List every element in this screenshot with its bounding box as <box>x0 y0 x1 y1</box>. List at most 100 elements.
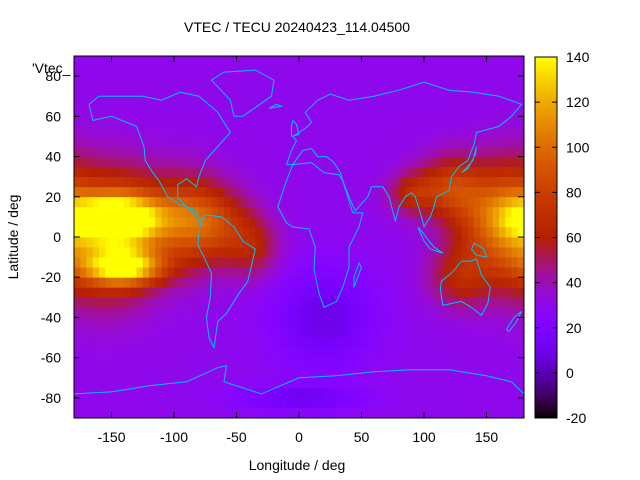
heatmap-cell <box>124 327 131 338</box>
heatmap-cell <box>342 126 350 137</box>
heatmap-cell <box>367 66 375 77</box>
heatmap-cell <box>74 206 81 218</box>
heatmap-cell <box>142 166 150 178</box>
heatmap-cell <box>305 136 312 147</box>
heatmap-cell <box>467 337 475 349</box>
heatmap-cell <box>330 96 337 107</box>
heatmap-cell <box>367 367 375 379</box>
heatmap-cell <box>324 156 331 168</box>
heatmap-cell <box>136 126 144 137</box>
heatmap-cell <box>367 196 375 208</box>
heatmap-cell <box>461 206 469 218</box>
heatmap-cell <box>367 307 375 318</box>
heatmap-cell <box>405 287 412 298</box>
heatmap-cell <box>336 297 344 308</box>
heatmap-cell <box>474 76 481 87</box>
heatmap-cell <box>374 337 381 349</box>
heatmap-cell <box>349 186 356 198</box>
heatmap-cell <box>149 287 156 298</box>
heatmap-cell <box>99 196 106 208</box>
heatmap-cell <box>130 96 137 107</box>
heatmap-cell <box>217 397 225 409</box>
x-axis-label: Longitude / deg <box>249 457 346 473</box>
heatmap-cell <box>99 307 106 318</box>
heatmap-cell <box>211 56 219 67</box>
heatmap-cell <box>167 357 175 369</box>
heatmap-cell <box>124 166 131 178</box>
heatmap-cell <box>411 216 419 228</box>
heatmap-cell <box>74 317 81 328</box>
heatmap-cell <box>86 277 94 288</box>
heatmap-cell <box>517 136 525 147</box>
heatmap-cell <box>461 357 469 369</box>
heatmap-cell <box>111 86 119 97</box>
heatmap-cell <box>411 317 419 328</box>
heatmap-cell <box>492 186 500 198</box>
heatmap-cell <box>124 257 131 268</box>
heatmap-cell <box>205 307 212 318</box>
heatmap-cell <box>436 96 444 107</box>
heatmap-cell <box>392 247 400 258</box>
heatmap-cell <box>367 166 375 178</box>
heatmap-cell <box>324 186 331 198</box>
heatmap-cell <box>255 196 262 208</box>
heatmap-cell <box>417 226 425 238</box>
heatmap-cell <box>74 86 81 97</box>
heatmap-cell <box>292 277 300 288</box>
heatmap-cell <box>461 56 469 67</box>
heatmap-cell <box>386 267 394 278</box>
heatmap-cell <box>492 257 500 268</box>
heatmap-cell <box>111 257 119 268</box>
heatmap-cell <box>292 96 300 107</box>
heatmap-cell <box>299 206 306 218</box>
heatmap-cell <box>224 116 231 127</box>
heatmap-cell <box>442 136 450 147</box>
heatmap-cell <box>255 126 262 137</box>
heatmap-cell <box>280 176 287 188</box>
heatmap-cell <box>436 116 444 127</box>
heatmap-cell <box>386 367 394 379</box>
heatmap-cell <box>149 247 156 258</box>
heatmap-cell <box>474 297 481 308</box>
heatmap-cell <box>155 176 162 188</box>
heatmap-cell <box>192 56 200 67</box>
heatmap-cell <box>174 307 181 318</box>
heatmap-cell <box>417 297 425 308</box>
heatmap-cell <box>186 267 194 278</box>
heatmap-cell <box>474 277 481 288</box>
heatmap-cell <box>392 397 400 409</box>
x-tick-label: -100 <box>160 429 188 445</box>
heatmap-cell <box>86 196 94 208</box>
heatmap-cell <box>80 176 87 188</box>
heatmap-cell <box>92 397 100 409</box>
heatmap-cell <box>499 327 506 338</box>
heatmap-cell <box>242 347 250 359</box>
heatmap-cell <box>180 367 187 379</box>
heatmap-cell <box>74 96 81 107</box>
heatmap-cell <box>474 317 481 328</box>
heatmap-cell <box>217 327 225 338</box>
x-tick-label: 0 <box>295 429 303 445</box>
heatmap-cell <box>217 156 225 168</box>
heatmap-cell <box>367 226 375 238</box>
heatmap-cell <box>180 267 187 278</box>
heatmap-cell <box>417 216 425 228</box>
heatmap-cell <box>192 196 200 208</box>
heatmap-cell <box>461 247 469 258</box>
heatmap-cell <box>105 387 112 399</box>
heatmap-cell <box>417 317 425 328</box>
heatmap-cell <box>99 166 106 178</box>
heatmap-cell <box>492 86 500 97</box>
heatmap-cell <box>142 287 150 298</box>
heatmap-cell <box>230 337 237 349</box>
heatmap-cell <box>124 56 131 67</box>
heatmap-cell <box>186 106 194 117</box>
heatmap-cell <box>286 317 294 328</box>
heatmap-cell <box>292 237 300 248</box>
heatmap-cell <box>480 166 487 178</box>
heatmap-cell <box>255 186 262 198</box>
heatmap-cell <box>192 237 200 248</box>
heatmap-cell <box>124 237 131 248</box>
heatmap-cell <box>517 247 525 258</box>
heatmap-cell <box>174 287 181 298</box>
